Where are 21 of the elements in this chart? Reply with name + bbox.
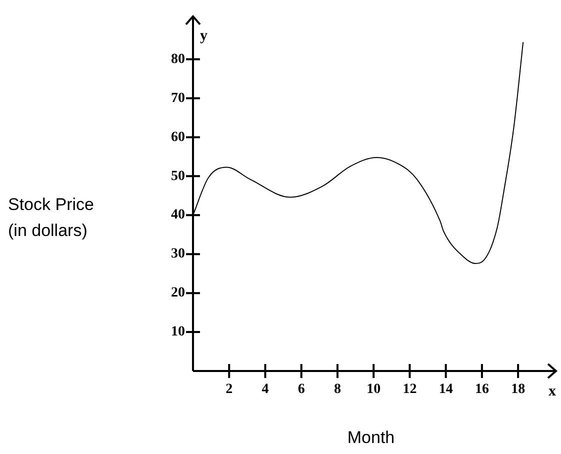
- x-axis-title: Month: [346, 428, 396, 448]
- y-axis-title: Stock Price (in dollars): [8, 194, 94, 242]
- y-tick-label: 70: [171, 90, 185, 106]
- x-tick-label: 14: [438, 382, 453, 398]
- y-tick-label: 80: [171, 52, 185, 67]
- x-tick-label: 12: [402, 382, 417, 398]
- x-tick-label: 4: [262, 382, 269, 398]
- x-tick-label: 16: [474, 382, 489, 398]
- annotation: y: [200, 28, 208, 44]
- y-tick-label: 10: [171, 324, 185, 340]
- x-tick-label: 6: [298, 382, 305, 398]
- y-tick-label: 20: [171, 286, 185, 301]
- x-tick-label: 8: [334, 382, 341, 398]
- y-tick-label: 60: [171, 130, 185, 145]
- y-tick-label: 40: [171, 208, 185, 223]
- x-tick-label: 18: [511, 382, 526, 398]
- y-tick-label: 50: [171, 168, 185, 184]
- x-tick-label: 10: [366, 382, 381, 398]
- text: x: [548, 383, 556, 400]
- x-tick-label: 2: [226, 382, 233, 398]
- y-tick-label: 30: [171, 246, 185, 262]
